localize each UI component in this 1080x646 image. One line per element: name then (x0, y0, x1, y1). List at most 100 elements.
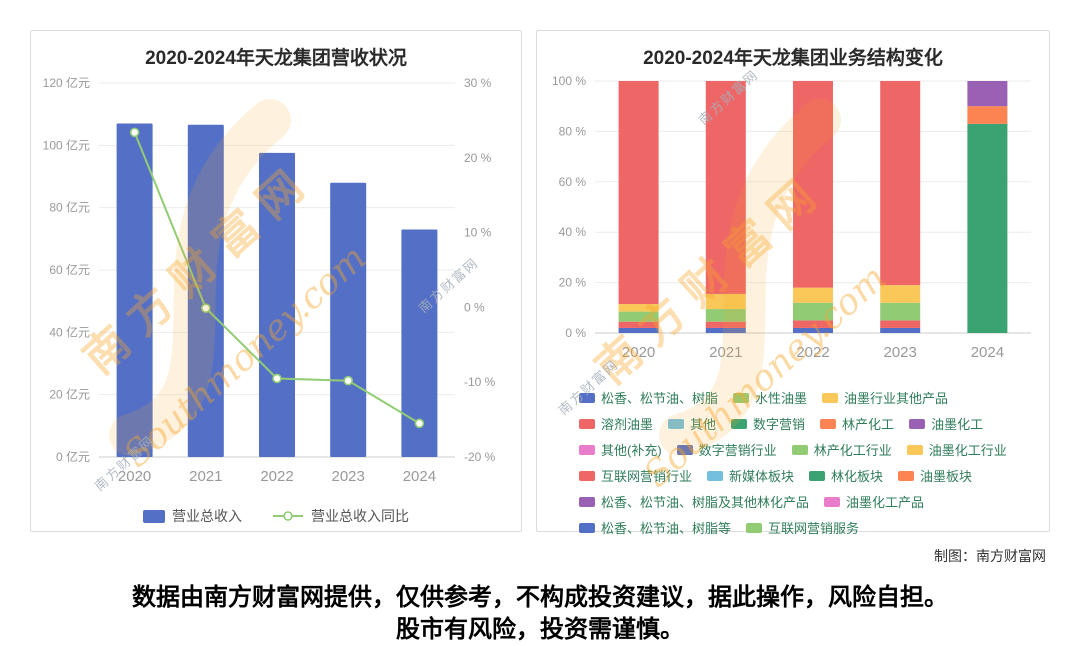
legend-item[interactable]: 林化板块 (809, 466, 883, 485)
legend-item[interactable]: 溶剂油墨 (579, 414, 653, 433)
y-axis-tick-left: 40 亿元 (49, 324, 90, 339)
x-axis-label: 2023 (332, 468, 365, 485)
stacked-bar-segment (880, 285, 921, 303)
yoy-marker (129, 127, 140, 138)
legend-item[interactable]: 水性油墨 (733, 388, 807, 407)
y-axis-tick-left: 20 亿元 (49, 387, 90, 402)
y-axis-tick: 40 % (559, 225, 587, 239)
yoy-marker (414, 418, 425, 429)
y-axis-tick-right: 30 % (464, 76, 492, 90)
yoy-marker (272, 373, 282, 384)
stacked-bar-segment (705, 309, 746, 322)
legend-label: 营业总收入 (172, 508, 242, 524)
stacked-bar-segment (793, 81, 833, 288)
revenue-chart-panel: 2020-2024年天龙集团营收状况 120 亿元 100 亿元 80 亿元 60 亿… (30, 30, 522, 532)
stacked-bar-segment (618, 321, 659, 328)
legend-label: 油墨化工产品 (846, 495, 925, 510)
legend-item[interactable]: 油墨行业其他产品 (822, 388, 948, 407)
legend-label: 林产化工行业 (813, 443, 892, 458)
stacked-bar-segment (793, 320, 833, 328)
legend-label: 其他 (690, 417, 717, 432)
y-axis-tick-right: -20 % (464, 450, 496, 464)
x-axis-label: 2020 (118, 468, 151, 485)
structure-chart-legend: 松香、松节油、树脂 水性油墨 油墨行业其他产品溶剂油墨 其他 数字营销 林产化工 油墨化工其… (537, 372, 1049, 537)
legend-row: 松香、松节油、树脂 水性油墨 油墨行业其他产品 (579, 388, 1049, 407)
legend-label: 互联网营销行业 (601, 469, 693, 484)
x-axis-label: 2022 (796, 344, 829, 361)
legend-item[interactable]: 松香、松节油、树脂 (579, 388, 718, 407)
chart-credit: 制图：南方财富网 (934, 548, 1046, 564)
yoy-marker (201, 303, 211, 313)
revenue-bar (401, 229, 438, 457)
x-axis-label: 2021 (709, 344, 742, 361)
stacked-bar-segment (705, 293, 746, 310)
legend-swatch-icon (824, 496, 841, 507)
legend-item[interactable]: 油墨化工 (909, 414, 983, 433)
bar-swatch-icon (143, 509, 165, 523)
legend-label: 其他(补充) (601, 443, 662, 458)
legend-item[interactable]: 松香、松节油、树脂等 (579, 518, 731, 537)
legend-item[interactable]: 互联网营销服务 (746, 518, 859, 537)
legend-swatch-icon (668, 418, 685, 429)
legend-item[interactable]: 油墨板块 (898, 466, 972, 485)
legend-item[interactable]: 林产化工行业 (791, 440, 892, 459)
legend-swatch-icon (707, 470, 724, 481)
stacked-bar-segment (705, 321, 746, 328)
stacked-bar-segment (793, 287, 833, 303)
stacked-bar-segment (618, 304, 659, 312)
revenue-chart-svg: 120 亿元 100 亿元 80 亿元 60 亿元 40 亿元 20 亿元 0 亿元 30 %… (43, 75, 496, 485)
line-swatch-icon (273, 511, 303, 521)
stacked-bar-segment (705, 327, 746, 333)
legend-item[interactable]: 数字营销行业 (676, 440, 777, 459)
y-axis-tick: 100 % (552, 74, 586, 88)
y-axis-tick-left: 120 亿元 (43, 75, 90, 90)
revenue-chart-legend: 营业总收入 营业总收入同比 (31, 506, 521, 526)
stacked-bar-segment (705, 81, 746, 294)
legend-label: 松香、松节油、树脂及其他林化产品 (601, 495, 810, 510)
legend-label: 松香、松节油、树脂 (601, 391, 719, 406)
legend-item[interactable]: 互联网营销行业 (579, 466, 692, 485)
legend-item-yoy[interactable]: 营业总收入同比 (272, 506, 409, 526)
revenue-bar (330, 182, 367, 457)
structure-chart-panel: 2020-2024年天龙集团业务结构变化 100 % 80 % 60 % 40 % 20… (536, 30, 1050, 536)
legend-item[interactable]: 林产化工 (820, 414, 894, 433)
legend-swatch-icon (898, 470, 915, 481)
legend-item[interactable]: 其他 (668, 414, 716, 433)
legend-swatch-icon (791, 444, 808, 455)
disclaimer: 数据由南方财富网提供，仅供参考，不构成投资建议，据此操作，风险自担。 股市有风险… (0, 582, 1080, 646)
legend-label: 油墨化工 (931, 417, 984, 432)
legend-swatch-icon (731, 418, 748, 429)
legend-swatch-icon (809, 470, 826, 481)
legend-swatch-icon (820, 418, 837, 429)
legend-item-revenue[interactable]: 营业总收入 (143, 506, 242, 526)
legend-swatch-icon (579, 444, 595, 455)
legend-label: 林产化工 (842, 417, 895, 432)
legend-item[interactable]: 数字营销 (731, 414, 805, 433)
legend-item[interactable]: 松香、松节油、树脂及其他林化产品 (579, 492, 809, 511)
stacked-bar-segment (793, 327, 833, 333)
y-axis-tick: 60 % (559, 175, 587, 189)
stacked-bar-segment (618, 327, 659, 333)
stacked-bar-segment (793, 302, 833, 321)
legend-swatch-icon (733, 392, 750, 403)
revenue-bar (187, 124, 224, 457)
legend-label: 溶剂油墨 (601, 417, 654, 432)
legend-swatch-icon (579, 392, 595, 403)
stacked-bar-segment (967, 81, 1008, 107)
legend-swatch-icon (579, 496, 595, 507)
legend-swatch-icon (746, 522, 763, 533)
legend-item[interactable]: 油墨化工产品 (824, 492, 924, 511)
legend-label: 新媒体板块 (729, 469, 795, 484)
legend-label: 互联网营销服务 (768, 521, 860, 536)
stacked-bar-segment (618, 311, 659, 322)
legend-row: 其他(补充) 数字营销行业 林产化工行业 油墨化工行业 (579, 440, 1049, 459)
legend-item[interactable]: 油墨化工行业 (906, 440, 1007, 459)
legend-item[interactable]: 新媒体板块 (707, 466, 794, 485)
y-axis-tick-right: 20 % (464, 151, 492, 165)
legend-item[interactable]: 其他(补充) (579, 440, 662, 459)
y-axis-tick: 20 % (559, 276, 587, 290)
stacked-bar-segment (880, 302, 921, 321)
legend-swatch-icon (909, 418, 926, 429)
legend-row: 松香、松节油、树脂等 互联网营销服务 (579, 518, 1049, 537)
stacked-bar-segment (967, 106, 1008, 124)
